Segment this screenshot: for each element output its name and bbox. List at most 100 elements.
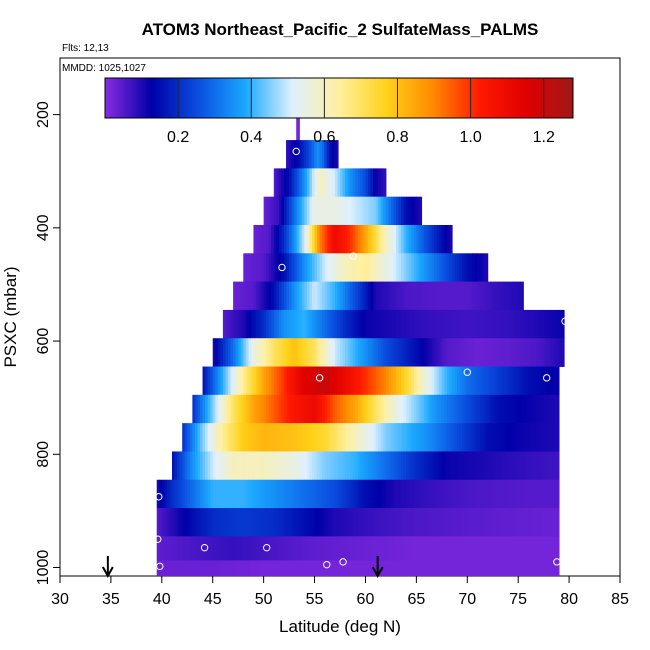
heatmap-cell: [446, 225, 451, 254]
heatmap-cell: [403, 366, 407, 396]
heatmap-cell: [436, 338, 440, 367]
heatmap-cell: [469, 253, 473, 283]
heatmap-cell: [245, 281, 249, 311]
heatmap-cell: [495, 281, 499, 311]
heatmap-cell: [556, 560, 560, 576]
heatmap-cell: [289, 451, 293, 481]
heatmap-cell: [370, 508, 374, 537]
heatmap-cell: [352, 560, 356, 576]
heatmap-cell: [298, 111, 300, 141]
heatmap-cell: [452, 366, 456, 396]
heatmap-cell: [528, 338, 532, 367]
heatmap-cell: [207, 536, 211, 561]
heatmap-cell: [444, 338, 448, 367]
heatmap-cell: [362, 536, 367, 561]
heatmap-cell: [248, 560, 252, 576]
heatmap-cell: [523, 560, 527, 576]
heatmap-cell: [459, 394, 463, 424]
heatmap-cell: [495, 309, 499, 339]
heatmap-cell: [304, 168, 308, 198]
heatmap-cell: [436, 451, 440, 481]
heatmap-cell: [340, 451, 344, 481]
heatmap-cell: [299, 338, 303, 367]
heatmap-cell: [314, 253, 318, 283]
heatmap-cell: [301, 536, 305, 561]
heatmap-cell: [368, 479, 372, 509]
heatmap-cell: [210, 479, 214, 509]
heatmap-cell: [434, 338, 438, 367]
heatmap-cell: [429, 366, 433, 396]
heatmap-cell: [215, 536, 219, 561]
heatmap-cell: [284, 168, 288, 198]
heatmap-cell: [312, 309, 316, 339]
heatmap-cell: [235, 479, 239, 509]
heatmap-cell: [194, 423, 199, 452]
heatmap-cell: [312, 536, 316, 561]
heatmap-cell: [416, 366, 420, 396]
heatmap-cell: [306, 309, 311, 339]
heatmap-cell: [243, 451, 247, 481]
heatmap-cell: [482, 423, 486, 452]
heatmap-cell: [352, 168, 356, 198]
heatmap-cell: [434, 451, 438, 481]
heatmap-cell: [228, 338, 232, 367]
heatmap-cell: [332, 225, 336, 254]
heatmap-cell: [228, 536, 232, 561]
heatmap-cell: [398, 479, 402, 509]
heatmap-cell: [194, 451, 199, 481]
heatmap-cell: [398, 196, 402, 226]
heatmap-cell: [334, 309, 339, 339]
heatmap-cell: [413, 225, 417, 254]
heatmap-cell: [469, 309, 473, 339]
sample-marker: [463, 368, 471, 376]
heatmap-cell: [253, 309, 257, 339]
heatmap-cell: [398, 560, 402, 576]
heatmap-cell: [322, 225, 326, 254]
heatmap-cell: [505, 560, 509, 576]
heatmap-cell: [225, 394, 229, 424]
heatmap-cell: [380, 168, 384, 198]
heatmap-cell: [502, 281, 507, 311]
heatmap-cell: [332, 560, 336, 576]
heatmap-cell: [329, 479, 333, 509]
heatmap-cell: [393, 196, 397, 226]
heatmap-cell: [284, 309, 288, 339]
heatmap-cell: [556, 309, 560, 339]
heatmap-cell: [439, 508, 443, 537]
heatmap-cell: [360, 338, 364, 367]
heatmap-cell: [538, 394, 542, 424]
heatmap-cell: [215, 451, 219, 481]
heatmap-cell: [530, 366, 535, 396]
heatmap-cell: [319, 309, 323, 339]
heatmap-cell: [508, 394, 512, 424]
heatmap-cell: [373, 168, 377, 198]
heatmap-cell: [383, 451, 387, 481]
heatmap-cell: [368, 309, 372, 339]
heatmap-cell: [408, 309, 412, 339]
heatmap-cell: [243, 253, 247, 283]
heatmap-cell: [541, 479, 545, 509]
heatmap-cell: [337, 560, 341, 576]
heatmap-cell: [268, 479, 272, 509]
heatmap-cell: [469, 536, 473, 561]
heatmap-cell: [538, 423, 542, 452]
heatmap-cell: [192, 536, 196, 561]
heatmap-cell: [546, 536, 550, 561]
heatmap-cell: [235, 338, 239, 367]
heatmap-cell: [408, 451, 412, 481]
heatmap-cell: [383, 309, 387, 339]
heatmap-cell: [306, 423, 311, 452]
heatmap-cell: [548, 479, 552, 509]
heatmap-cell: [513, 508, 517, 537]
heatmap-cell: [510, 508, 514, 537]
heatmap-cell: [271, 366, 275, 396]
heatmap-cell: [238, 423, 242, 452]
heatmap-cell: [393, 508, 397, 537]
heatmap-cell: [477, 366, 481, 396]
heatmap-cell: [452, 253, 456, 283]
heatmap-cell: [286, 423, 290, 452]
heatmap-cell: [360, 225, 364, 254]
heatmap-cell: [263, 560, 267, 576]
heatmap-cell: [449, 508, 453, 537]
heatmap-cell: [238, 281, 242, 311]
